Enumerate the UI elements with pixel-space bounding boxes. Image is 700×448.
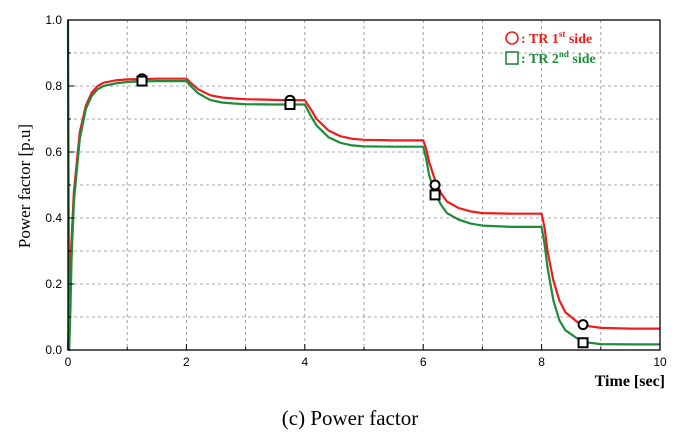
x-tick-label: 2 — [183, 355, 190, 369]
x-tick-label: 0 — [65, 355, 72, 369]
legend: : TR 1st side : TR 2nd side — [505, 29, 596, 67]
x-axis-label: Time [sec] — [595, 373, 665, 390]
legend-marker-circle — [505, 31, 519, 45]
y-tick-label: 0.8 — [45, 79, 62, 93]
y-tick-label: 0.0 — [45, 343, 62, 357]
y-tick-label: 0.4 — [45, 211, 62, 225]
y-tick-label: 1.0 — [45, 13, 62, 27]
marker-layer — [136, 73, 589, 349]
legend-label-1: : TR 1st side — [521, 29, 592, 47]
axis-ticks: 0 2 4 6 8 10 0.0 0.2 0.4 0.6 0.8 1.0 — [45, 13, 667, 369]
x-tick-label: 8 — [538, 355, 545, 369]
grid-lines — [68, 20, 660, 350]
series-layer — [66, 19, 660, 352]
legend-label-2: : TR 2nd side — [521, 49, 596, 67]
series-line-1 — [66, 77, 660, 351]
x-tick-label: 4 — [301, 355, 308, 369]
y-tick-label: 0.6 — [45, 145, 62, 159]
series-2-marker — [136, 75, 148, 87]
series-line-2 — [66, 19, 660, 352]
legend-marker-square — [505, 51, 519, 65]
series-2-marker — [429, 189, 441, 201]
series-2-marker — [577, 337, 589, 349]
x-tick-label: 10 — [653, 355, 667, 369]
series-2-marker — [284, 98, 296, 110]
series-1-marker — [429, 179, 441, 191]
figure-caption: (c) Power factor — [282, 406, 418, 430]
x-tick-label: 6 — [420, 355, 427, 369]
y-axis-label: Power factor [p.u] — [15, 124, 34, 248]
y-tick-label: 0.2 — [45, 277, 62, 291]
series-1-marker — [577, 319, 589, 331]
